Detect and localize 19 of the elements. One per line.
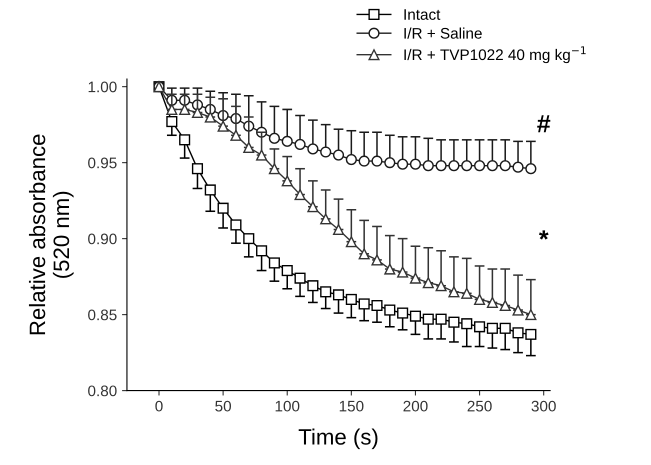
x-tick-label: 100 [276, 400, 300, 412]
x-tick-label: 150 [340, 400, 364, 412]
x-tick-label: 250 [468, 400, 492, 412]
annotation: # [537, 115, 550, 132]
y-tick-label: 0.90 [88, 233, 117, 244]
y-tick-label: 0.95 [88, 158, 117, 168]
legend-label: Intact [404, 9, 440, 20]
x-tick-label: 200 [403, 400, 428, 412]
x-tick-label: 0 [155, 400, 163, 412]
x-tick-label: 50 [215, 400, 232, 412]
y-axis-title: Relative absorbance (520 nm) [28, 134, 74, 334]
y-tick-label: 1.00 [88, 82, 117, 92]
y-tick-label: 0.85 [88, 309, 117, 320]
y-tick-label: 0.80 [88, 385, 117, 396]
x-axis-title: Time (s) [298, 428, 378, 450]
legend-label: I/R + Saline [404, 28, 482, 39]
x-tick-label: 300 [532, 400, 556, 412]
legend-label: I/R + TVP1022 40 mg kg$^{−1}$ [404, 46, 586, 64]
annotation: * [538, 230, 549, 240]
